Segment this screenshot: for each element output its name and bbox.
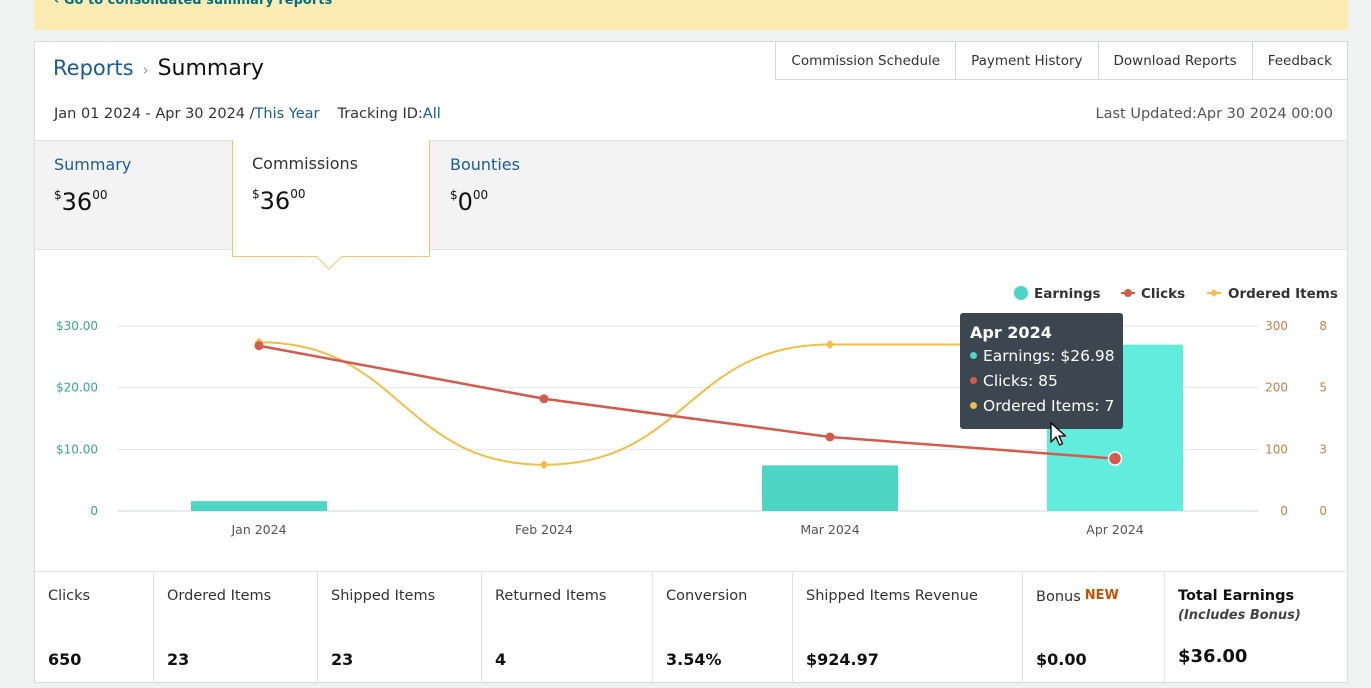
legend-clicks-label: Clicks xyxy=(1141,286,1185,302)
tooltip-title: Apr 2024 xyxy=(970,323,1052,342)
clicks-point xyxy=(254,341,264,351)
stat-value: 3.54% xyxy=(666,650,722,669)
ordered-items-point xyxy=(825,340,835,349)
clicks-line xyxy=(258,344,1116,460)
stat-total-earnings: Total Earnings (Includes Bonus) $36.00 xyxy=(1165,572,1347,683)
chart-tooltip: Apr 2024 Earnings: $26.98 Clicks: 85 Ord… xyxy=(960,313,1123,429)
stat-label: Conversion xyxy=(666,588,748,604)
consolidated-reports-link[interactable]: ‹ Go to consolidated summary reports xyxy=(54,0,333,8)
ordered-items-point xyxy=(539,460,549,470)
download-reports-button[interactable]: Download Reports xyxy=(1098,41,1253,80)
report-actions: Commission Schedule Payment History Down… xyxy=(775,41,1348,80)
stat-shipped-items-revenue: Shipped Items Revenue $924.97 xyxy=(793,572,1023,683)
tracking-id-link[interactable]: All xyxy=(422,106,441,122)
stat-label: Total Earnings xyxy=(1178,588,1295,604)
breadcrumb: Reports › Summary xyxy=(53,56,264,81)
y-right-items-tick-label: 0 xyxy=(1319,504,1327,518)
date-range: Jan 01 2024 - Apr 30 2024 / xyxy=(54,106,255,122)
breadcrumb-separator: › xyxy=(142,61,149,79)
period-link[interactable]: This Year xyxy=(254,106,320,122)
stat-label: Shipped Items xyxy=(331,588,436,604)
tooltip-ordered-items: Ordered Items: 7 xyxy=(970,394,1114,419)
legend-earnings-icon xyxy=(1014,286,1028,300)
stat-label: Bonus NEW xyxy=(1036,588,1119,605)
x-tick-label: Apr 2024 xyxy=(1086,522,1143,537)
stat-label: Clicks xyxy=(48,588,91,604)
earnings-chart: 0 $10.00 $20.00 $30.00 0 100 200 300 0 3 5 8 Jan 202… xyxy=(56,286,1338,537)
stat-clicks: Clicks 650 xyxy=(35,572,154,683)
notice-banner: ‹ Go to consolidated summary reports xyxy=(34,0,1348,30)
mouse-cursor-icon xyxy=(1050,422,1067,446)
report-card: Reports › Summary Commission Schedule Pa… xyxy=(34,41,1348,683)
y-left-tick-label: $30.00 xyxy=(56,319,98,333)
tab-summary-label: Summary xyxy=(54,155,132,174)
tooltip-clicks: Clicks: 85 xyxy=(970,369,1113,394)
stat-value: 23 xyxy=(331,650,354,669)
x-tick-label: Jan 2024 xyxy=(230,522,286,537)
ordered-items-line xyxy=(258,341,1115,466)
tooltip-earnings: Earnings: $26.98 xyxy=(970,344,1115,369)
breadcrumb-reports-link[interactable]: Reports xyxy=(53,56,134,80)
stat-ordered-items: Ordered Items 23 xyxy=(154,572,318,683)
stat-label: Ordered Items xyxy=(167,588,272,604)
x-tick-label: Mar 2024 xyxy=(800,522,859,537)
y-right-items-tick-label: 3 xyxy=(1319,442,1327,456)
legend-ordered-items-label: Ordered Items xyxy=(1228,286,1338,302)
stat-value: $0.00 xyxy=(1036,650,1087,669)
tab-bounties-label: Bounties xyxy=(450,155,520,174)
stats-row: Clicks 650 Ordered Items 23 Shipped Item… xyxy=(35,571,1347,683)
tab-summary[interactable]: Summary $3600 xyxy=(35,141,233,251)
y-left-tick-label: $20.00 xyxy=(56,381,98,395)
summary-tabs: Summary $3600 Commissions $3600 Bounties… xyxy=(35,140,1347,270)
x-tick-label: Feb 2024 xyxy=(515,522,573,537)
y-right-items-tick-label: 8 xyxy=(1319,319,1327,333)
y-left-tick-label: 0 xyxy=(90,504,98,518)
earnings-bar xyxy=(191,501,327,511)
stat-value: 4 xyxy=(495,650,507,669)
tab-bounties-amount: $000 xyxy=(450,188,489,216)
earnings-bar xyxy=(762,465,898,511)
stat-label: Shipped Items Revenue xyxy=(806,588,978,604)
new-badge: NEW xyxy=(1084,588,1119,603)
feedback-button[interactable]: Feedback xyxy=(1252,41,1348,80)
tab-commissions[interactable]: Commissions $3600 xyxy=(232,140,430,270)
legend-ordered-items-icon xyxy=(1210,289,1218,297)
clicks-point-hover xyxy=(1107,451,1123,466)
stat-bonus: Bonus NEW $0.00 xyxy=(1023,572,1165,683)
y-right-clicks-tick-label: 0 xyxy=(1280,504,1288,518)
legend-earnings-label: Earnings xyxy=(1034,286,1101,302)
clicks-point xyxy=(539,394,549,404)
tracking-label: Tracking ID: xyxy=(337,106,423,122)
stat-value: 650 xyxy=(48,650,82,669)
y-left-tick-label: $10.00 xyxy=(56,442,98,456)
stat-conversion: Conversion 3.54% xyxy=(653,572,793,683)
tab-commissions-label: Commissions xyxy=(252,154,358,173)
last-updated: Last Updated:Apr 30 2024 00:00 xyxy=(1095,106,1333,122)
y-right-items-tick-label: 5 xyxy=(1319,381,1327,395)
y-right-clicks-tick-label: 200 xyxy=(1265,381,1288,395)
tab-summary-amount: $3600 xyxy=(54,188,108,216)
commission-schedule-button[interactable]: Commission Schedule xyxy=(775,41,957,80)
stat-label: Returned Items xyxy=(495,588,607,604)
y-right-clicks-tick-label: 300 xyxy=(1265,319,1288,333)
payment-history-button[interactable]: Payment History xyxy=(956,41,1099,80)
stat-value: $924.97 xyxy=(806,650,879,669)
page-title: Summary xyxy=(157,56,264,81)
stat-value: 23 xyxy=(167,650,190,669)
stat-shipped-items: Shipped Items 23 xyxy=(318,572,482,683)
y-right-clicks-tick-label: 100 xyxy=(1265,442,1288,456)
stat-sublabel: (Includes Bonus) xyxy=(1178,608,1301,623)
stat-returned-items: Returned Items 4 xyxy=(482,572,653,683)
tab-bounties[interactable]: Bounties $000 xyxy=(431,141,629,251)
tab-commissions-amount: $3600 xyxy=(252,187,306,215)
clicks-point xyxy=(825,432,835,442)
report-meta: Jan 01 2024 - Apr 30 2024 /This Year Trac… xyxy=(54,106,441,122)
legend-clicks-icon xyxy=(1124,289,1132,297)
stat-value: $36.00 xyxy=(1178,646,1248,667)
